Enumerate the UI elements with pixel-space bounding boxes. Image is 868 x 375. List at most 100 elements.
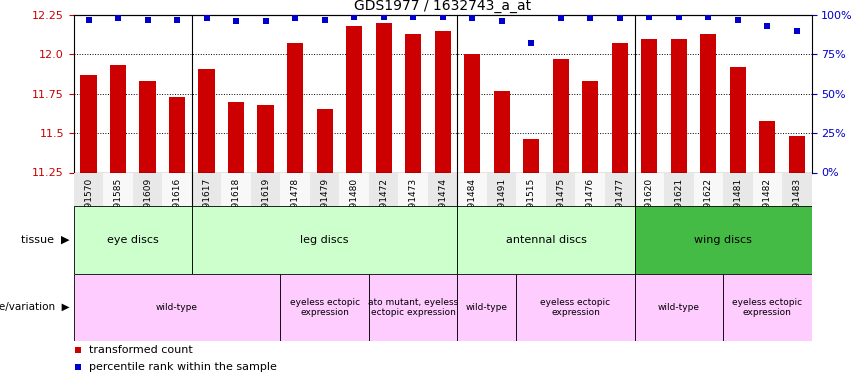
Text: eyeless ectopic
expression: eyeless ectopic expression: [290, 298, 359, 317]
Bar: [523, 140, 539, 172]
Bar: [753, 172, 782, 274]
Bar: [133, 172, 162, 274]
Text: wild-type: wild-type: [156, 303, 198, 312]
Bar: [457, 206, 635, 274]
Text: eyeless ectopic
expression: eyeless ectopic expression: [733, 298, 802, 317]
Bar: [487, 172, 516, 274]
Bar: [575, 172, 605, 274]
Bar: [723, 172, 753, 274]
Bar: [228, 102, 244, 172]
Text: GSM91618: GSM91618: [232, 178, 240, 227]
Bar: [789, 136, 805, 172]
Bar: [140, 81, 155, 172]
Bar: [398, 172, 428, 274]
Text: leg discs: leg discs: [300, 235, 349, 245]
Bar: [457, 172, 487, 274]
Bar: [376, 23, 391, 172]
Bar: [74, 172, 103, 274]
Text: percentile rank within the sample: percentile rank within the sample: [89, 362, 277, 372]
Text: GSM91482: GSM91482: [763, 178, 772, 226]
Bar: [103, 172, 133, 274]
Bar: [782, 172, 812, 274]
Bar: [339, 172, 369, 274]
Text: GSM91481: GSM91481: [733, 178, 742, 226]
Text: GSM91474: GSM91474: [438, 178, 447, 226]
Bar: [464, 54, 480, 173]
Title: GDS1977 / 1632743_a_at: GDS1977 / 1632743_a_at: [354, 0, 531, 13]
Bar: [612, 44, 628, 172]
Text: eyeless ectopic
expression: eyeless ectopic expression: [541, 298, 610, 317]
Bar: [280, 172, 310, 274]
Bar: [251, 172, 280, 274]
Bar: [694, 172, 723, 274]
Bar: [110, 65, 126, 172]
Text: antennal discs: antennal discs: [505, 235, 587, 245]
Bar: [546, 172, 575, 274]
Bar: [723, 274, 812, 341]
Text: GSM91491: GSM91491: [497, 178, 506, 226]
Bar: [280, 274, 369, 341]
Bar: [516, 172, 546, 274]
Bar: [369, 274, 457, 341]
Text: GSM91609: GSM91609: [143, 178, 152, 227]
Bar: [192, 206, 457, 274]
Bar: [760, 120, 775, 172]
Bar: [428, 172, 457, 274]
Bar: [730, 67, 746, 172]
Bar: [258, 105, 273, 172]
Bar: [605, 172, 635, 274]
Text: GSM91617: GSM91617: [202, 178, 211, 227]
Text: wild-type: wild-type: [658, 303, 700, 312]
Text: GSM91476: GSM91476: [586, 178, 595, 226]
Bar: [74, 206, 192, 274]
Text: GSM91570: GSM91570: [84, 178, 93, 227]
Text: GSM91619: GSM91619: [261, 178, 270, 227]
Text: GSM91622: GSM91622: [704, 178, 713, 226]
Bar: [671, 39, 687, 173]
Bar: [582, 81, 598, 172]
Bar: [162, 172, 192, 274]
Bar: [192, 172, 221, 274]
Text: GSM91515: GSM91515: [527, 178, 536, 227]
Text: GSM91585: GSM91585: [114, 178, 122, 227]
Text: wing discs: wing discs: [694, 235, 752, 245]
Bar: [641, 39, 657, 173]
Bar: [310, 172, 339, 274]
Text: GSM91472: GSM91472: [379, 178, 388, 226]
Text: GSM91616: GSM91616: [173, 178, 181, 227]
Bar: [405, 34, 421, 172]
Bar: [635, 206, 812, 274]
Text: GSM91475: GSM91475: [556, 178, 565, 226]
Bar: [169, 97, 185, 172]
Text: GSM91477: GSM91477: [615, 178, 624, 226]
Text: GSM91478: GSM91478: [291, 178, 299, 226]
Bar: [494, 91, 510, 172]
Bar: [199, 69, 214, 172]
Bar: [346, 26, 362, 172]
Text: transformed count: transformed count: [89, 345, 193, 355]
Bar: [317, 110, 332, 172]
Bar: [435, 31, 450, 172]
Text: GSM91620: GSM91620: [645, 178, 654, 226]
Bar: [635, 172, 664, 274]
Bar: [516, 274, 635, 341]
Bar: [74, 274, 280, 341]
Bar: [81, 75, 96, 172]
Bar: [221, 172, 251, 274]
Text: wild-type: wild-type: [466, 303, 508, 312]
Bar: [635, 274, 723, 341]
Bar: [369, 172, 398, 274]
Text: genotype/variation  ▶: genotype/variation ▶: [0, 303, 69, 312]
Text: GSM91479: GSM91479: [320, 178, 329, 226]
Text: ato mutant, eyeless
ectopic expression: ato mutant, eyeless ectopic expression: [368, 298, 458, 317]
Bar: [287, 44, 303, 172]
Text: eye discs: eye discs: [107, 235, 159, 245]
Text: GSM91480: GSM91480: [350, 178, 358, 226]
Bar: [700, 34, 716, 172]
Text: GSM91473: GSM91473: [409, 178, 418, 226]
Bar: [664, 172, 694, 274]
Text: GSM91621: GSM91621: [674, 178, 683, 226]
Text: GSM91483: GSM91483: [792, 178, 801, 226]
Bar: [553, 59, 569, 172]
Text: tissue  ▶: tissue ▶: [21, 235, 69, 245]
